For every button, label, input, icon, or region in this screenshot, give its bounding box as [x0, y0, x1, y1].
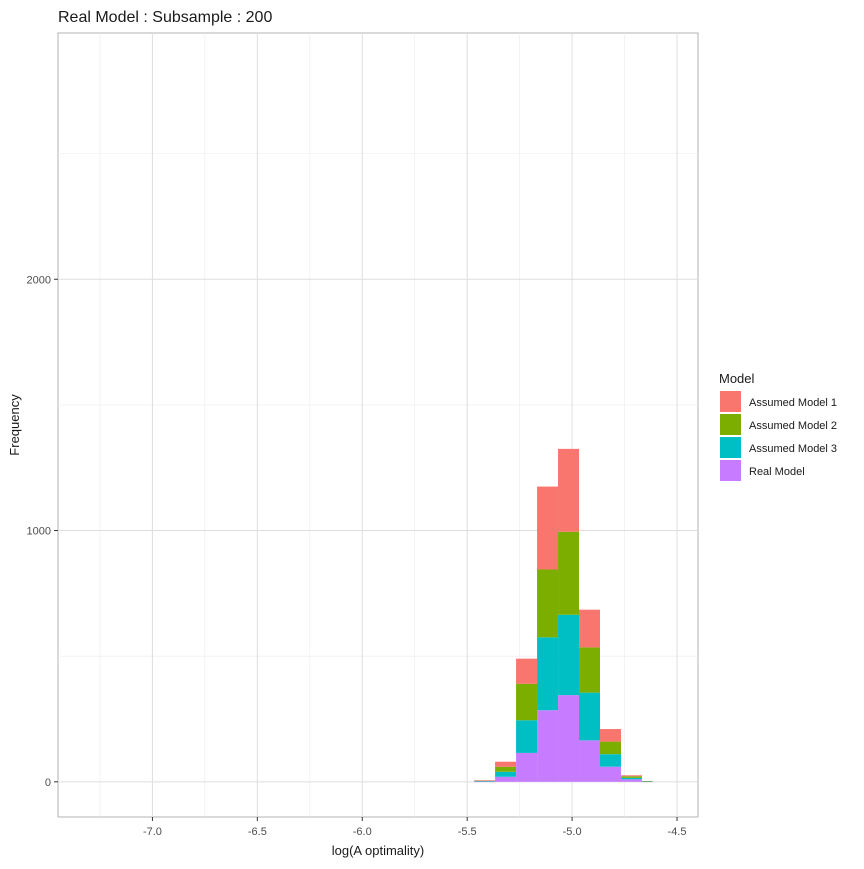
bar-assumed-model-1 — [579, 609, 601, 648]
bar-assumed-model-3 — [516, 720, 538, 753]
bar-assumed-model-3 — [641, 781, 653, 782]
bar-real-model — [537, 710, 559, 782]
bar-assumed-model-1 — [600, 729, 621, 742]
legend-label: Assumed Model 3 — [749, 443, 837, 455]
bar-assumed-model-1 — [537, 486, 559, 570]
bar-assumed-model-3 — [474, 781, 496, 782]
bar-real-model — [600, 766, 621, 782]
bar-assumed-model-1 — [495, 761, 517, 767]
bar-assumed-model-2 — [516, 683, 538, 721]
y-tick-label: 2000 — [27, 274, 51, 286]
bar-real-model — [558, 695, 580, 782]
bar-assumed-model-3 — [558, 614, 580, 696]
bar-assumed-model-1 — [516, 658, 538, 684]
bar-real-model — [641, 781, 653, 783]
legend: Model Assumed Model 1 Assumed Model 2 Assu… — [719, 371, 837, 481]
bar-real-model — [474, 781, 496, 783]
plot-panel — [57, 32, 699, 818]
bar-assumed-model-3 — [579, 692, 601, 741]
x-tick-label: -5.0 — [563, 826, 582, 838]
legend-title: Model — [719, 371, 755, 386]
bar-assumed-model-2 — [474, 780, 496, 782]
x-tick-label: -6.0 — [353, 826, 372, 838]
bar-assumed-model-3 — [537, 637, 559, 711]
bar-assumed-model-3 — [495, 771, 517, 777]
chart-title: Real Model : Subsample : 200 — [58, 9, 272, 26]
x-tick-label: -7.0 — [143, 826, 162, 838]
bar-assumed-model-2 — [579, 647, 601, 693]
legend-label: Real Model — [749, 466, 805, 478]
bar-assumed-model-2 — [495, 766, 517, 772]
bar-assumed-model-3 — [600, 754, 621, 767]
x-tick-label: -4.5 — [668, 826, 687, 838]
bar-assumed-model-2 — [620, 776, 642, 778]
x-tick-label: -6.5 — [248, 826, 267, 838]
bar-assumed-model-1 — [620, 775, 642, 777]
bar-assumed-model-1 — [558, 448, 580, 532]
bar-real-model — [579, 740, 601, 782]
bar-real-model — [495, 776, 517, 782]
legend-swatch — [720, 460, 741, 481]
bar-real-model — [516, 752, 538, 782]
bar-real-model — [620, 779, 642, 782]
bar-assumed-model-2 — [537, 569, 559, 638]
legend-swatch — [720, 437, 741, 458]
grid-minor — [58, 33, 698, 817]
y-tick-label: 0 — [45, 777, 51, 789]
bar-assumed-model-2 — [600, 741, 621, 755]
legend-label: Assumed Model 1 — [749, 397, 837, 409]
legend-swatch — [720, 414, 741, 435]
bar-assumed-model-3 — [620, 777, 642, 780]
legend-label: Assumed Model 2 — [749, 420, 837, 432]
y-tick-label: 1000 — [27, 526, 51, 538]
x-axis-ticks: -7.0 -6.5 -6.0 -5.5 -5.0 -4.5 — [143, 817, 687, 838]
y-axis-ticks: 0 1000 2000 — [27, 274, 58, 789]
x-axis-title: log(A optimality) — [332, 843, 424, 858]
y-axis-title: Frequency — [7, 394, 22, 456]
histogram-bars — [474, 448, 653, 783]
bar-assumed-model-1 — [474, 780, 496, 781]
bar-assumed-model-2 — [558, 531, 580, 615]
legend-swatch — [720, 391, 741, 412]
x-tick-label: -5.5 — [458, 826, 477, 838]
bar-assumed-model-2 — [641, 781, 653, 782]
